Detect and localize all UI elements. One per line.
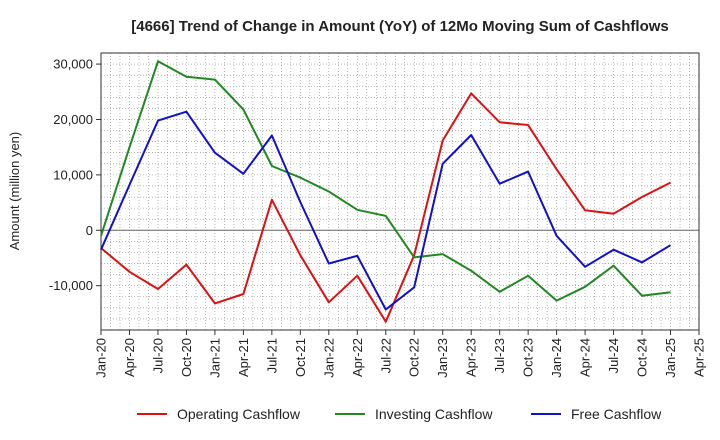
x-tick-label: Apr-20 xyxy=(122,338,137,377)
series-line-free-cashflow xyxy=(100,110,672,311)
y-tick-label: 20,000 xyxy=(53,112,93,127)
x-tick-label: Jan-22 xyxy=(321,338,336,378)
y-axis-ticks: 30,000 20,000 10,000 0 -10,000 xyxy=(49,57,101,293)
legend-label-operating-cashflow: Operating Cashflow xyxy=(177,406,301,422)
x-tick-label: Oct-24 xyxy=(635,338,650,377)
x-axis-ticks: Jan-20 Apr-20 Jul-20 Oct-20 Jan-21 Apr-21 Jul-… xyxy=(94,330,707,378)
y-tick-label: 30,000 xyxy=(53,57,93,72)
x-tick-label: Jul-23 xyxy=(492,338,507,373)
x-tick-label: Oct-21 xyxy=(293,338,308,377)
x-tick-label: Jan-21 xyxy=(207,338,222,378)
x-tick-label: Apr-22 xyxy=(350,338,365,377)
legend-label-investing-cashflow: Investing Cashflow xyxy=(375,406,493,422)
x-tick-label: Apr-21 xyxy=(236,338,251,377)
y-tick-label: 0 xyxy=(86,223,93,238)
x-tick-label: Jan-24 xyxy=(549,338,564,378)
x-tick-label: Apr-24 xyxy=(578,338,593,377)
legend-label-free-cashflow: Free Cashflow xyxy=(571,406,662,422)
x-tick-label: Jan-25 xyxy=(663,338,678,378)
x-tick-label: Oct-23 xyxy=(521,338,536,377)
plot-area xyxy=(100,52,700,331)
series-line-investing-cashflow xyxy=(100,60,671,302)
x-tick-label: Jan-20 xyxy=(94,338,109,378)
y-tick-label: 10,000 xyxy=(53,167,93,182)
x-tick-label: Oct-20 xyxy=(179,338,194,377)
chart-title: [4666] Trend of Change in Amount (YoY) o… xyxy=(131,18,669,35)
legend: Operating Cashflow Investing Cashflow Free… xyxy=(137,406,662,422)
x-tick-label: Oct-22 xyxy=(407,338,422,377)
x-tick-label: Jan-23 xyxy=(435,338,450,378)
x-tick-label: Jul-24 xyxy=(606,338,621,373)
x-tick-label: Apr-23 xyxy=(464,338,479,377)
x-tick-label: Jul-22 xyxy=(378,338,393,373)
series-line-operating-cashflow xyxy=(100,92,671,323)
x-tick-label: Jul-20 xyxy=(150,338,165,373)
x-tick-label: Apr-25 xyxy=(692,338,707,377)
series-lines xyxy=(100,60,672,323)
y-tick-label: -10,000 xyxy=(49,278,93,293)
x-tick-label: Jul-21 xyxy=(264,338,279,373)
y-axis-label: Amount (million yen) xyxy=(7,132,22,251)
